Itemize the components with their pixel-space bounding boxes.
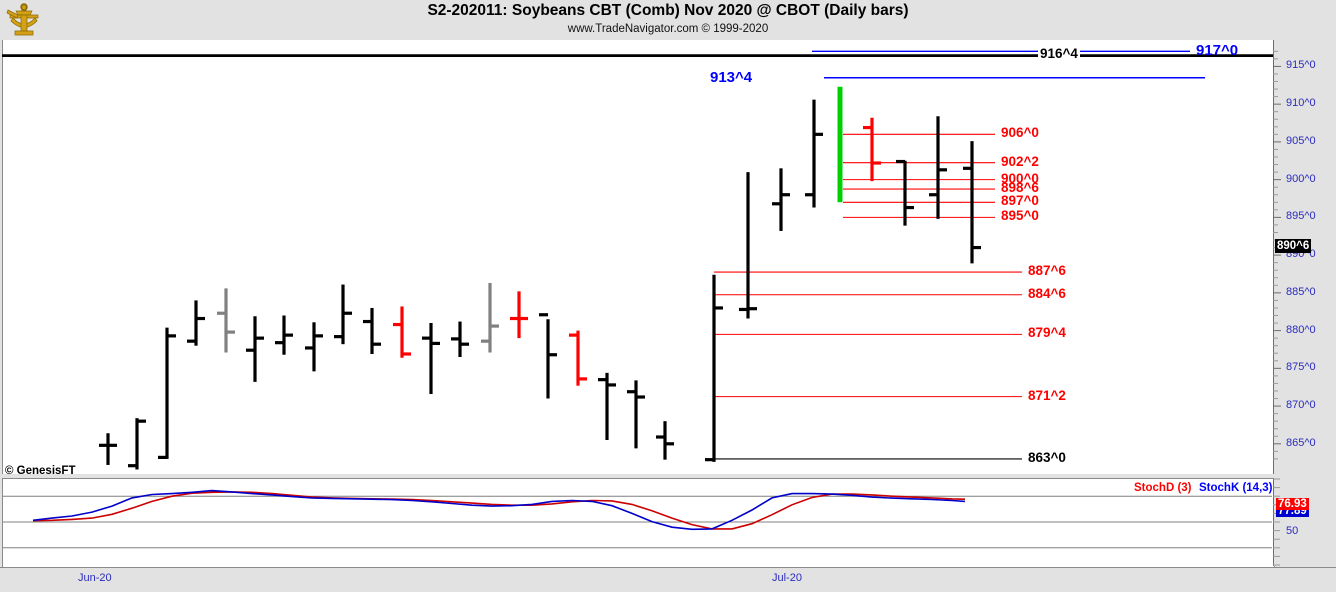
price-axis-ticks [1273,50,1281,460]
price-axis-tick-label: 875^0 [1286,361,1316,374]
stoch-k-curve [32,489,966,531]
chart-header: S2-202011: Soybeans CBT (Comb) Nov 2020 … [0,0,1336,40]
price-level-label: 871^2 [1028,387,1066,403]
genesis-watermark: © GenesisFT [5,465,76,477]
chart-top-separator [2,55,1273,57]
price-level-label: 900^0 [1001,170,1039,186]
page-title: S2-202011: Soybeans CBT (Comb) Nov 2020 … [427,2,909,19]
price-axis-line [1273,40,1274,474]
stoch-d-legend: StochD (3) [1134,482,1192,494]
price-level-label: 863^0 [1028,449,1066,465]
page-subtitle: www.TradeNavigator.com © 1999-2020 [567,23,769,35]
price-level-label: 906^0 [1001,125,1039,141]
price-axis-tick-label: 905^0 [1286,134,1316,147]
last-price-badge: 890^6 [1275,239,1312,253]
date-axis-tick-label: Jun-20 [78,572,112,584]
genesis-logo-icon [4,1,44,39]
stoch-k-legend: StochK (14,3) [1199,482,1273,494]
price-axis-tick-label: 910^0 [1286,97,1316,110]
price-level-label: 887^6 [1028,263,1066,279]
stochastic-curves [32,489,966,531]
price-axis-tick-label: 880^0 [1286,323,1316,336]
price-level-label: 916^4 [1038,46,1080,62]
price-axis-tick-label: 895^0 [1286,210,1316,223]
price-axis-tick-label: 865^0 [1286,436,1316,449]
price-axis-tick-label: 885^0 [1286,285,1316,298]
price-level-label: 913^4 [710,68,753,86]
price-level-label: 902^2 [1001,153,1039,169]
date-axis[interactable] [0,567,1336,592]
price-axis[interactable] [1273,40,1336,566]
price-axis-tick-label: 915^0 [1286,59,1316,72]
price-level-label: 898^6 [1001,180,1039,196]
date-axis-tick-label: Jul-20 [772,572,802,584]
price-axis-tick-label: 870^0 [1286,399,1316,412]
price-chart-pane[interactable] [2,40,1274,474]
stochastic-gridlines [3,478,1280,566]
price-axis-tick-label: 900^0 [1286,172,1316,185]
price-level-label: 879^4 [1028,325,1066,341]
price-level-label: 897^0 [1001,193,1039,209]
price-level-label: 895^0 [1001,208,1039,224]
price-level-label: 917^0 [1196,42,1239,60]
stoch-d-value-badge: 76.93 [1276,498,1309,510]
stoch-d-curve [32,491,966,530]
ohlc-bars [99,86,981,470]
price-level-label: 884^6 [1028,285,1066,301]
stoch-mid-label: 50 [1286,525,1299,537]
